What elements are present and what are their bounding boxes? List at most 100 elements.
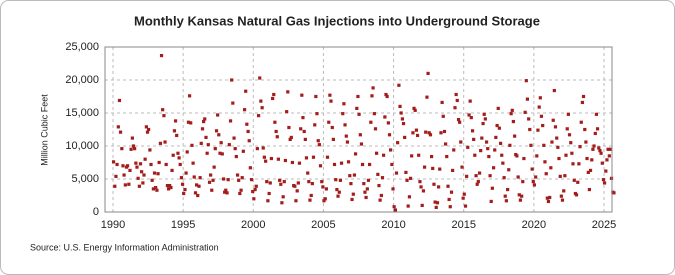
point: [518, 198, 522, 202]
point: [218, 151, 222, 155]
point: [508, 143, 512, 147]
point: [118, 130, 123, 134]
point: [280, 201, 284, 205]
point: [391, 187, 395, 191]
point: [584, 140, 588, 144]
point: [469, 116, 473, 120]
point: [550, 140, 554, 144]
point: [406, 204, 410, 208]
point: [598, 149, 602, 153]
point: [594, 112, 599, 116]
point: [336, 194, 340, 198]
point: [148, 148, 152, 152]
point: [386, 121, 390, 125]
point: [237, 178, 241, 182]
point: [453, 106, 457, 110]
point: [497, 126, 501, 130]
point: [212, 165, 216, 169]
point: [407, 195, 412, 199]
point: [440, 100, 444, 105]
point: [131, 144, 136, 148]
point: [481, 121, 485, 126]
point: [349, 182, 353, 186]
y-tick-label: 10,000: [65, 140, 99, 152]
point: [117, 98, 122, 103]
point: [437, 185, 441, 189]
point: [203, 117, 207, 121]
point: [448, 205, 452, 209]
point: [290, 160, 295, 165]
point: [351, 192, 355, 196]
point: [588, 168, 593, 173]
point: [439, 131, 443, 135]
point: [217, 133, 221, 137]
point: [207, 180, 212, 184]
point: [410, 154, 414, 158]
point: [199, 141, 203, 145]
point: [239, 188, 243, 192]
point: [382, 153, 386, 157]
point: [541, 123, 545, 128]
point: [606, 147, 610, 151]
point: [278, 178, 282, 182]
point: [155, 188, 159, 192]
point: [157, 160, 161, 165]
point: [452, 148, 456, 152]
point: [306, 171, 310, 175]
point: [172, 129, 177, 133]
point: [323, 197, 327, 201]
point: [417, 153, 421, 157]
point: [274, 129, 278, 134]
point: [496, 106, 500, 110]
x-tick-label: 2015: [451, 219, 475, 231]
point: [490, 186, 494, 190]
point: [241, 149, 245, 153]
point: [384, 92, 388, 97]
point: [140, 170, 144, 174]
point: [442, 129, 447, 134]
point: [362, 182, 366, 186]
point: [247, 139, 251, 143]
point: [581, 94, 586, 99]
point: [562, 189, 566, 193]
point: [204, 135, 208, 140]
point: [276, 157, 280, 161]
point: [257, 114, 261, 118]
point: [206, 143, 210, 147]
point: [404, 170, 408, 174]
point: [268, 181, 272, 185]
point: [346, 160, 351, 164]
point: [178, 162, 182, 167]
points: [111, 53, 616, 212]
point: [600, 161, 604, 165]
point: [462, 192, 466, 196]
point: [184, 171, 188, 175]
point: [524, 79, 528, 83]
point: [246, 129, 250, 134]
point: [313, 123, 317, 127]
point: [228, 119, 233, 123]
point: [585, 156, 589, 161]
point: [158, 141, 163, 145]
point: [267, 191, 271, 196]
point: [546, 199, 551, 204]
point: [224, 188, 228, 192]
point: [501, 161, 505, 165]
point: [563, 174, 567, 178]
point: [162, 114, 166, 118]
point: [273, 120, 277, 124]
point: [245, 122, 249, 126]
point: [177, 156, 181, 160]
point: [480, 136, 484, 140]
point: [233, 147, 237, 151]
point: [513, 134, 517, 138]
point: [565, 127, 569, 131]
point: [420, 203, 424, 207]
point: [310, 182, 314, 186]
point: [240, 176, 244, 180]
point: [553, 125, 558, 129]
point: [186, 120, 191, 124]
point: [281, 195, 285, 199]
point: [599, 151, 603, 155]
y-tick-label: 5,000: [71, 173, 99, 185]
